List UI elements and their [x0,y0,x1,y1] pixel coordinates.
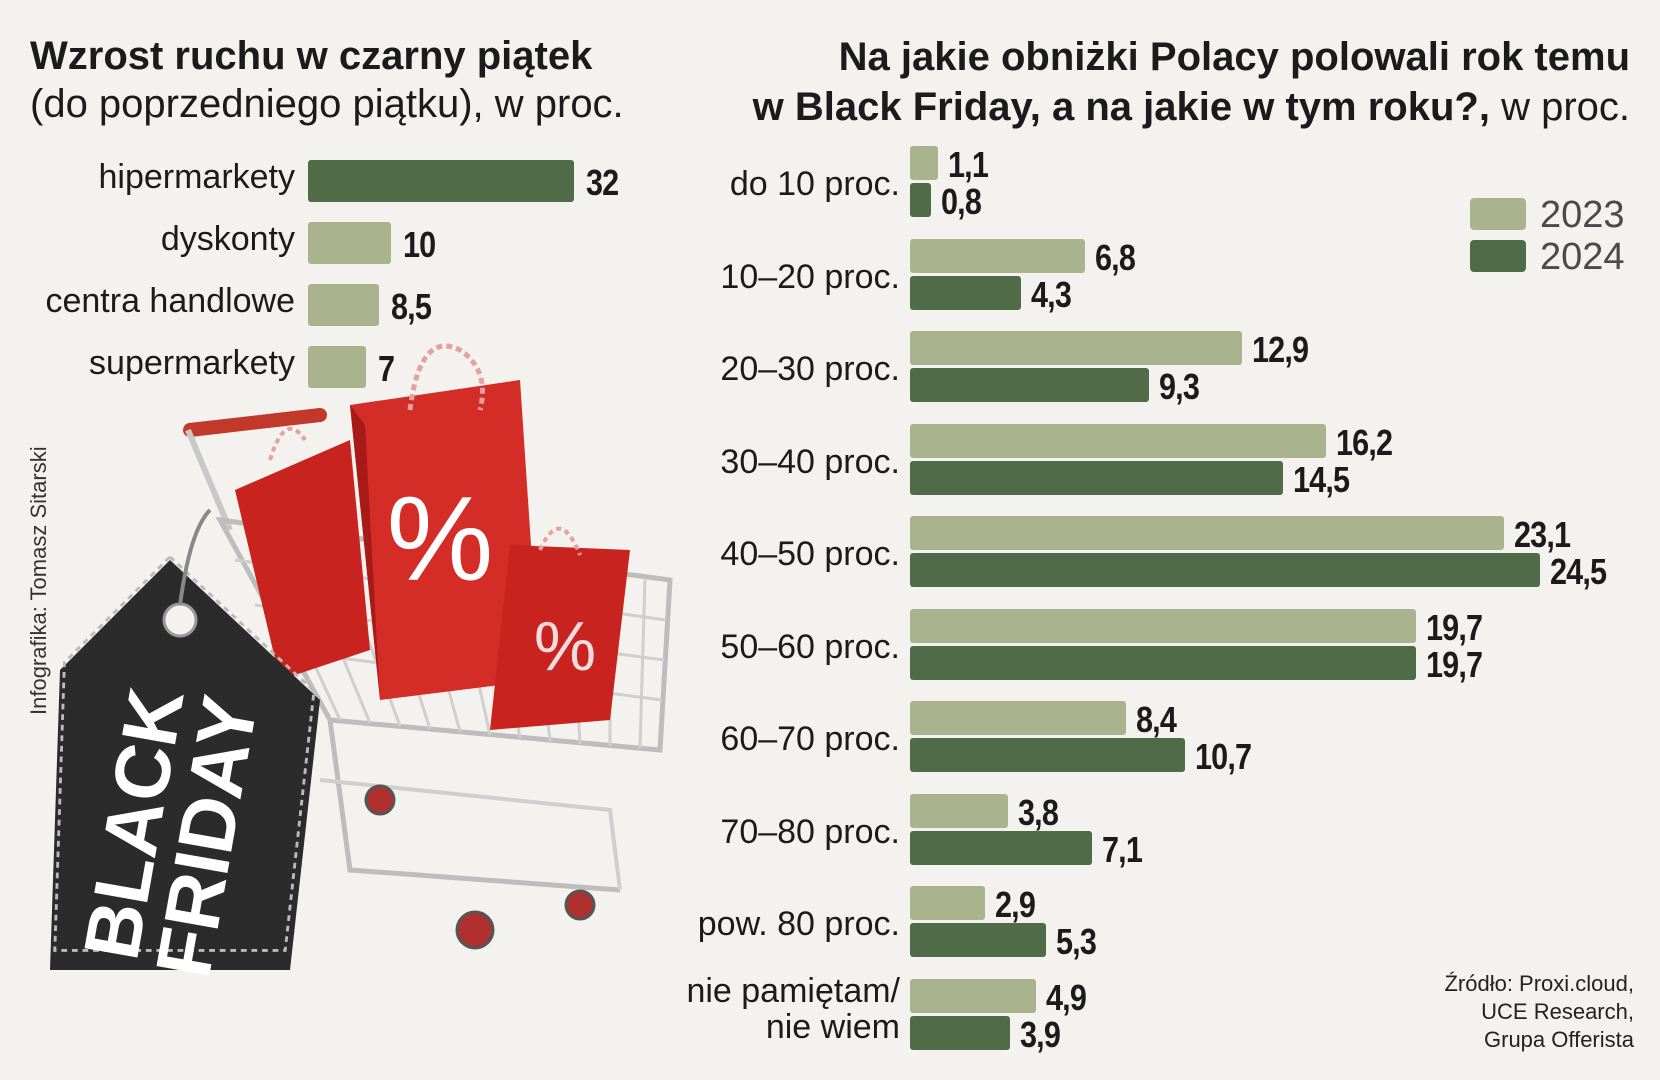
left-value-label: 8,5 [390,286,432,327]
right-title-line1: Na jakie obniżki Polacy polowali rok tem… [838,35,1630,79]
bar-2024 [910,275,1021,310]
bar-2023 [910,793,1008,828]
legend-label-2023: 2023 [1540,194,1625,236]
bar-2024 [910,645,1417,680]
right-chart-title: Na jakie obniżki Polacy polowali rok tem… [753,32,1630,141]
left-category-label: dyskonty [160,220,295,258]
bar-2024 [910,1015,1011,1050]
right-category-label: 10–20 proc. [720,257,900,296]
value-label-2023: 8,4 [1135,699,1177,740]
source-line-2: UCE Research, [1481,999,1634,1024]
bar-2024 [910,183,931,217]
bar-2023 [910,516,1504,550]
left-category-label: hipermarkety [98,158,295,196]
right-category-label: 20–30 proc. [720,350,900,388]
value-label-2023: 16,2 [1336,421,1393,463]
legend-swatch-2024 [1470,240,1526,272]
black-friday-tag-icon: BLACK FRIDAY [50,508,320,984]
value-label-2023: 6,8 [1094,236,1136,278]
bar-2023 [910,608,1417,643]
right-title-line2-light: w proc. [1489,85,1630,129]
value-label-2023: 1,1 [948,144,989,185]
left-bar [308,284,379,326]
value-label-2024: 5,3 [1056,921,1097,962]
legend-swatch-2023 [1470,198,1526,230]
bar-2023 [910,886,985,920]
value-label-2024: 10,7 [1194,736,1252,777]
bar-2023 [910,978,1036,1013]
percent-symbol: % [387,472,494,606]
right-category-label: 60–70 proc. [720,720,900,758]
shopping-bag-icon: % [350,343,540,700]
left-bar [308,160,574,202]
left-title-light: (do poprzedniego piątku), w proc. [30,82,624,126]
right-category-label: 50–60 proc. [720,627,900,666]
bar-2024 [910,830,1093,865]
left-category-label: centra handlowe [45,282,295,320]
right-category-label: do 10 proc. [729,165,900,203]
value-label-2024: 0,8 [940,181,982,222]
shopping-bag-icon: % [490,526,630,730]
value-label-2023: 4,9 [1045,976,1087,1018]
value-label-2024: 3,9 [1020,1013,1061,1055]
bar-2023 [910,238,1085,273]
bar-2023 [910,423,1327,458]
right-category-label: 30–40 proc. [720,442,900,481]
left-category-label: supermarkety [89,344,295,382]
bar-2024 [910,738,1185,772]
bar-2023 [910,701,1126,735]
left-value-label: 32 [585,162,619,203]
value-label-2023: 12,9 [1251,329,1309,370]
value-label-2023: 19,7 [1426,606,1483,648]
value-label-2023: 2,9 [994,884,1036,925]
shopping-bag-icon [235,426,370,680]
legend-label-2024: 2024 [1540,236,1625,278]
value-label-2024: 14,5 [1292,458,1350,500]
bar-2023 [910,146,939,180]
value-label-2024: 4,3 [1030,273,1072,315]
source-line-1: Źródło: Proxi.cloud, [1444,971,1634,996]
value-label-2023: 23,1 [1513,514,1571,555]
percent-symbol-small: % [534,607,596,685]
source-note: Źródło: Proxi.cloud, UCE Research, Grupa… [1444,970,1634,1054]
left-bar [308,222,391,264]
left-bar [308,346,367,388]
value-label-2024: 9,3 [1159,366,1200,407]
right-category-label: 40–50 proc. [720,535,900,573]
left-value-label: 7 [378,348,395,389]
bar-2024 [910,553,1540,587]
value-label-2024: 19,7 [1426,643,1483,685]
bar-2024 [910,460,1283,495]
left-chart-title: Wzrost ruchu w czarny piątek (do poprzed… [30,32,624,128]
value-label-2024: 7,1 [1102,828,1143,870]
source-line-3: Grupa Offerista [1484,1027,1634,1052]
bar-2024 [910,923,1047,957]
bar-2024 [910,368,1149,402]
right-category-label: 70–80 proc. [720,812,900,851]
value-label-2023: 3,8 [1017,791,1059,833]
value-label-2024: 24,5 [1549,551,1607,592]
cart-handle-icon [183,408,327,437]
black-friday-illustration: % % BLACK FRIDAY [50,343,673,984]
left-value-label: 10 [403,224,436,265]
right-category-label: nie pamiętam/nie wiem [686,971,900,1046]
infographic-credit: Infografika: Tomasz Sitarski [26,446,51,715]
bar-2023 [910,331,1242,365]
left-title-bold: Wzrost ruchu w czarny piątek [30,34,593,78]
right-title-line2-bold: w Black Friday, a na jakie w tym roku?, [752,85,1490,129]
right-category-label: pow. 80 proc. [697,905,900,943]
